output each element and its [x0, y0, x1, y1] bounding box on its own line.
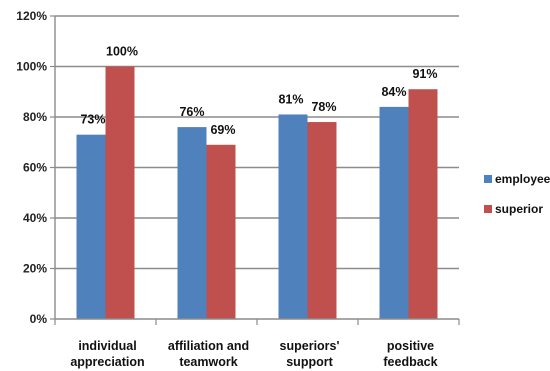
data-label-superior: 78%: [311, 100, 336, 114]
bars: [76, 66, 438, 320]
data-label-superior: 91%: [412, 67, 437, 81]
bar-employee: [177, 127, 207, 319]
legend-swatch-employee: [484, 175, 492, 183]
data-label-employee: 84%: [381, 85, 406, 99]
bar-superior: [408, 89, 438, 319]
x-category-label: individual appreciation: [70, 339, 144, 369]
y-tick-label: 120%: [16, 9, 47, 23]
y-tick-label: 100%: [16, 60, 47, 74]
bar-employee: [76, 134, 106, 319]
category-labels: individual appreciation affiliation and tea…: [70, 339, 437, 369]
axes: [54, 16, 460, 325]
y-tick-label: 60%: [23, 161, 47, 175]
bar-superior: [105, 66, 135, 319]
bar-superior: [206, 144, 236, 319]
y-tick-label: 80%: [23, 110, 47, 124]
y-tick-label: 40%: [23, 211, 47, 225]
x-category-label: positive feedback: [383, 339, 437, 369]
data-label-employee: 81%: [278, 92, 303, 106]
data-label-employee: 73%: [80, 113, 105, 127]
data-label-superior: 69%: [210, 123, 235, 137]
legend-label-employee: employee: [495, 172, 550, 186]
data-label-superior: 100%: [106, 45, 138, 59]
x-category-label: superiors' support: [280, 339, 340, 369]
x-category-label: affiliation and teamwork: [168, 339, 249, 369]
legend-swatch-superior: [484, 205, 492, 213]
data-label-employee: 76%: [179, 105, 204, 119]
legend-label-superior: superior: [495, 202, 543, 216]
bar-employee: [278, 114, 308, 319]
y-axis-ticks: 0% 20% 40% 60% 80% 100% 120%: [16, 9, 55, 326]
y-tick-label: 0%: [30, 312, 48, 326]
legend: employee superior: [484, 172, 550, 216]
y-tick-label: 20%: [23, 262, 47, 276]
data-labels: 73% 100% 76% 69% 81% 78% 84% 91%: [80, 45, 437, 137]
bar-employee: [379, 106, 409, 320]
bar-superior: [307, 122, 337, 319]
